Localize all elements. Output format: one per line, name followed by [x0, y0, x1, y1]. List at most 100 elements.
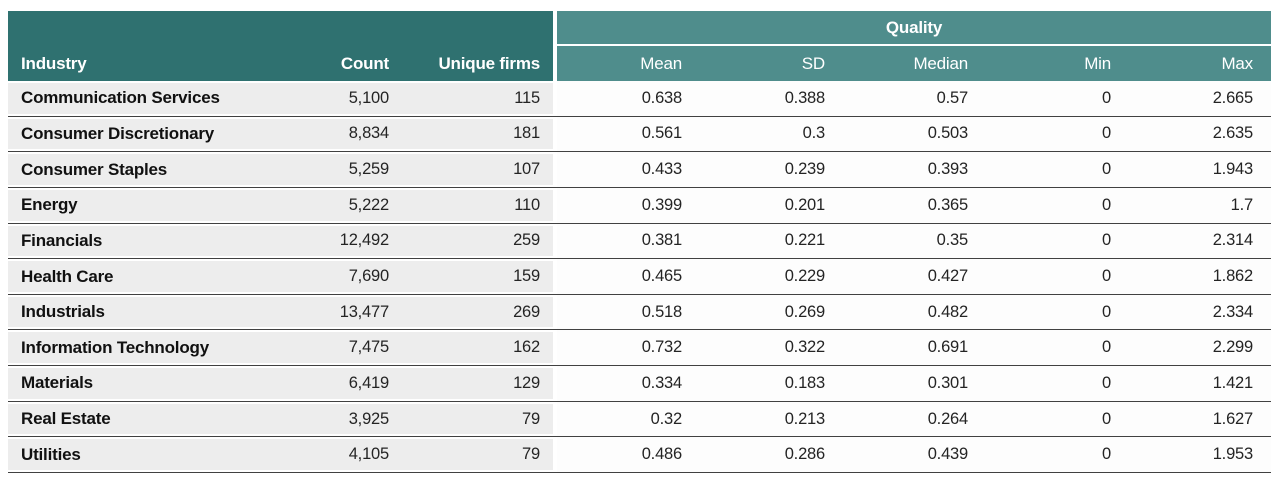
count-cell: 7,475 — [310, 330, 402, 366]
industry-cell: Health Care — [8, 259, 310, 294]
industry-cell: Communication Services — [8, 81, 310, 116]
min-cell: 0 — [986, 259, 1129, 294]
median-cell: 0.691 — [843, 330, 986, 366]
section-gap — [553, 259, 557, 294]
section-gap — [553, 437, 557, 473]
section-gap — [553, 401, 557, 437]
sd-cell: 0.269 — [700, 294, 843, 330]
min-cell: 0 — [986, 437, 1129, 473]
max-cell: 1.943 — [1129, 152, 1271, 187]
sd-cell: 0.183 — [700, 366, 843, 401]
section-gap — [553, 152, 557, 187]
unique-firms-cell: 129 — [402, 366, 553, 401]
median-cell: 0.57 — [843, 81, 986, 116]
max-cell: 2.314 — [1129, 223, 1271, 259]
max-cell: 2.299 — [1129, 330, 1271, 366]
min-cell: 0 — [986, 152, 1129, 187]
table-row: Financials 12,492 259 0.381 0.221 0.35 0… — [8, 223, 1271, 260]
mean-cell: 0.465 — [557, 259, 700, 294]
count-cell: 5,222 — [310, 187, 402, 223]
section-gap — [553, 223, 557, 259]
industry-cell: Information Technology — [8, 330, 310, 366]
mean-cell: 0.381 — [557, 223, 700, 259]
count-cell: 3,925 — [310, 401, 402, 437]
median-cell: 0.264 — [843, 401, 986, 437]
max-cell: 2.665 — [1129, 81, 1271, 116]
mean-cell: 0.638 — [557, 81, 700, 116]
table-row: Health Care 7,690 159 0.465 0.229 0.427 … — [8, 259, 1271, 295]
unique-firms-cell: 159 — [402, 259, 553, 294]
industry-cell: Consumer Staples — [8, 152, 310, 187]
column-header-count: Count — [340, 53, 389, 73]
min-cell: 0 — [986, 401, 1129, 437]
sd-cell: 0.213 — [700, 401, 843, 437]
unique-firms-cell: 110 — [402, 187, 553, 223]
table-row: Utilities 4,105 79 0.486 0.286 0.439 0 1… — [8, 437, 1271, 474]
sd-cell: 0.286 — [700, 437, 843, 473]
max-cell: 1.627 — [1129, 401, 1271, 437]
industry-cell: Energy — [8, 187, 310, 223]
table-row: Materials 6,419 129 0.334 0.183 0.301 0 … — [8, 366, 1271, 402]
quality-group-header: Quality — [885, 17, 943, 37]
table-header: Industry Count Unique firms Quality Mean… — [8, 11, 1271, 81]
column-header-median: Median — [913, 53, 968, 73]
sd-cell: 0.3 — [700, 116, 843, 152]
sd-cell: 0.239 — [700, 152, 843, 187]
sd-cell: 0.221 — [700, 223, 843, 259]
count-cell: 5,100 — [310, 81, 402, 116]
median-cell: 0.439 — [843, 437, 986, 473]
unique-firms-cell: 79 — [402, 437, 553, 473]
column-header-industry: Industry — [21, 53, 87, 73]
table-row: Information Technology 7,475 162 0.732 0… — [8, 330, 1271, 367]
column-header-max: Max — [1221, 53, 1253, 73]
min-cell: 0 — [986, 116, 1129, 152]
quality-subheaders: Mean SD Median Min Max — [557, 46, 1271, 81]
unique-firms-cell: 181 — [402, 116, 553, 152]
header-left-labels: Industry Count Unique firms — [8, 46, 553, 81]
industry-cell: Real Estate — [8, 401, 310, 437]
table-row: Industrials 13,477 269 0.518 0.269 0.482… — [8, 294, 1271, 331]
unique-firms-cell: 162 — [402, 330, 553, 366]
header-quality-section: Quality Mean SD Median Min Max — [557, 11, 1271, 81]
max-cell: 1.953 — [1129, 437, 1271, 473]
header-left-section: Industry Count Unique firms — [8, 11, 553, 81]
sd-cell: 0.201 — [700, 187, 843, 223]
table-row: Energy 5,222 110 0.399 0.201 0.365 0 1.7 — [8, 187, 1271, 224]
unique-firms-cell: 79 — [402, 401, 553, 437]
industry-quality-table: Industry Count Unique firms Quality Mean… — [8, 11, 1271, 474]
count-cell: 4,105 — [310, 437, 402, 473]
sd-cell: 0.229 — [700, 259, 843, 294]
industry-cell: Materials — [8, 366, 310, 401]
median-cell: 0.393 — [843, 152, 986, 187]
section-gap — [553, 187, 557, 223]
count-cell: 5,259 — [310, 152, 402, 187]
quality-divider — [557, 44, 1271, 46]
sd-cell: 0.388 — [700, 81, 843, 116]
industry-cell: Utilities — [8, 437, 310, 473]
count-cell: 7,690 — [310, 259, 402, 294]
count-cell: 8,834 — [310, 116, 402, 152]
industry-cell: Financials — [8, 223, 310, 259]
max-cell: 2.334 — [1129, 294, 1271, 330]
max-cell: 1.421 — [1129, 366, 1271, 401]
max-cell: 2.635 — [1129, 116, 1271, 152]
unique-firms-cell: 259 — [402, 223, 553, 259]
min-cell: 0 — [986, 187, 1129, 223]
count-cell: 13,477 — [310, 294, 402, 330]
column-header-unique-firms: Unique firms — [438, 53, 540, 73]
mean-cell: 0.334 — [557, 366, 700, 401]
min-cell: 0 — [986, 366, 1129, 401]
min-cell: 0 — [986, 223, 1129, 259]
section-gap — [553, 366, 557, 401]
column-header-sd: SD — [801, 53, 825, 73]
section-gap — [553, 116, 557, 152]
unique-firms-cell: 269 — [402, 294, 553, 330]
median-cell: 0.427 — [843, 259, 986, 294]
mean-cell: 0.433 — [557, 152, 700, 187]
max-cell: 1.862 — [1129, 259, 1271, 294]
mean-cell: 0.399 — [557, 187, 700, 223]
count-cell: 6,419 — [310, 366, 402, 401]
section-gap — [553, 330, 557, 366]
unique-firms-cell: 107 — [402, 152, 553, 187]
section-gap — [553, 81, 557, 116]
